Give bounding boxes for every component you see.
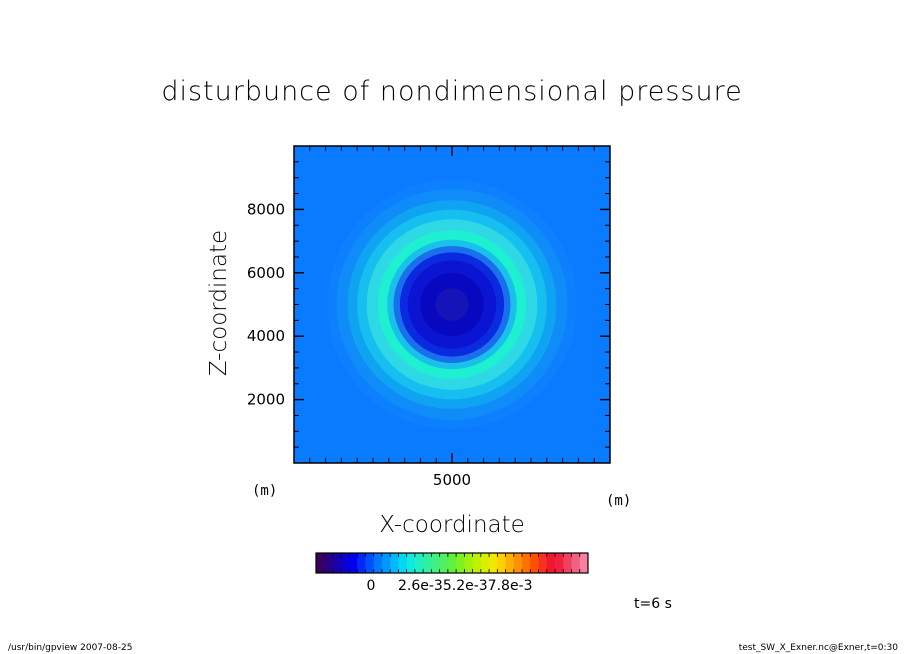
colorbar-swatch — [522, 553, 531, 573]
chart-title: disturbunce of nondimensional pressure — [161, 76, 743, 107]
colorbar-swatch — [538, 553, 548, 573]
colorbar-swatch — [381, 553, 391, 573]
colorbar — [315, 552, 589, 574]
colorbar-swatch — [390, 553, 399, 573]
colorbar-swatch — [472, 553, 482, 573]
colorbar-swatch — [316, 553, 325, 573]
colorbar-swatch — [373, 553, 383, 573]
x-axis-unit: (m) — [606, 493, 632, 509]
time-label: t=6 s — [634, 596, 672, 612]
colorbar-swatch — [332, 553, 342, 573]
colorbar-swatch — [340, 553, 350, 573]
colorbar-swatch — [505, 553, 515, 573]
x-tick-label: 5000 — [433, 471, 471, 489]
colorbar-swatch — [414, 553, 424, 573]
major-ticks — [294, 146, 610, 463]
colorbar-swatch — [324, 553, 333, 573]
colorbar-swatch — [546, 553, 556, 573]
colorbar-swatch — [456, 553, 465, 573]
colorbar-swatch — [571, 553, 581, 573]
colorbar-swatch — [579, 553, 589, 573]
colorbar-swatch — [464, 553, 473, 573]
contour-ring-11 — [435, 288, 469, 321]
footer-source-file: test_SW_X_Exner.nc@Exner,t=0:30 — [738, 643, 898, 653]
colorbar-swatch — [447, 553, 457, 573]
y-tick-label: 8000 — [247, 200, 285, 218]
y-tick-label: 2000 — [247, 391, 285, 409]
footer-program-date: /usr/bin/gpview 2007-08-25 — [8, 643, 133, 653]
colorbar-swatch — [357, 553, 366, 573]
colorbar-swatch — [497, 553, 506, 573]
colorbar-swatch — [365, 553, 374, 573]
colorbar-swatch — [563, 553, 572, 573]
colorbar-labels: 0 2.6e-35.2e-37.8e-3 — [367, 578, 533, 594]
colorbar-label-zero: 0 — [367, 578, 376, 594]
colorbar-swatch — [513, 553, 523, 573]
colorbar-swatch — [398, 553, 407, 573]
colorbar-swatch — [439, 553, 449, 573]
colorbar-swatch — [406, 553, 416, 573]
colorbar-swatch — [431, 553, 440, 573]
colorbar-swatch — [480, 553, 490, 573]
colorbar-frame — [315, 552, 589, 574]
colorbar-swatch — [423, 553, 432, 573]
tick-labels: 5000 2000 4000 6000 8000 — [247, 200, 471, 489]
y-tick-label: 4000 — [247, 327, 285, 345]
colorbar-swatch — [530, 553, 539, 573]
colorbar-swatch — [489, 553, 498, 573]
colorbar-swatch — [555, 553, 564, 573]
colorbar-label-values: 2.6e-35.2e-37.8e-3 — [398, 578, 533, 594]
contour-rings — [327, 179, 577, 430]
colorbar-swatch — [348, 553, 358, 573]
y-axis-unit: (m) — [252, 483, 278, 499]
y-tick-label: 6000 — [247, 264, 285, 282]
